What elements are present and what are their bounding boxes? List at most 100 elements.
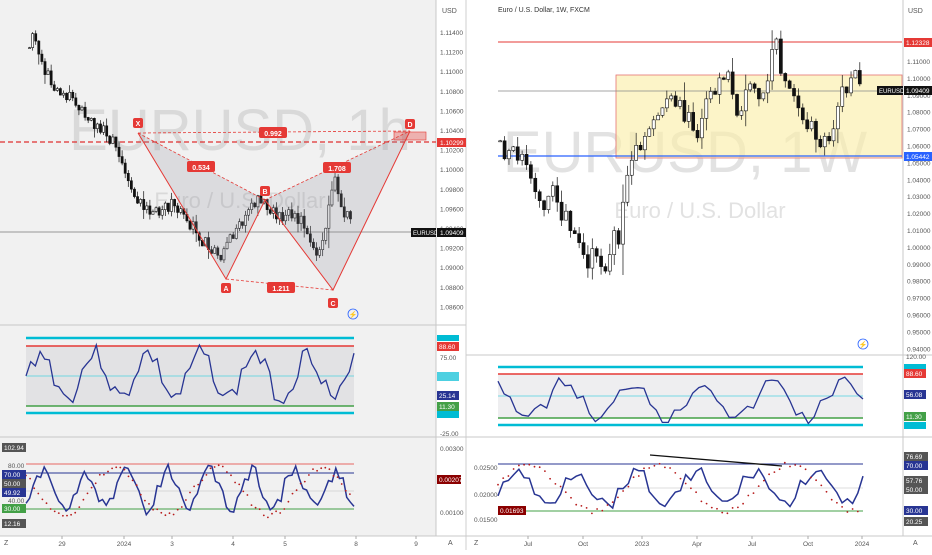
stoch-dot	[783, 461, 786, 464]
left-lightning-icon[interactable]	[347, 308, 359, 320]
stoch-dot	[344, 489, 347, 492]
time-tick: 9	[414, 541, 418, 548]
pattern-point-A[interactable]	[221, 283, 231, 293]
price-tick: 1.00000	[907, 245, 931, 252]
stoch-dot	[332, 475, 335, 477]
candle-body	[700, 118, 704, 139]
left-symbol-tag-bg	[411, 228, 436, 237]
candle-body	[787, 80, 792, 89]
stoch-dot	[291, 492, 294, 495]
price-tick: 1.10200	[440, 148, 464, 155]
stoch-tag-text: 70.00	[906, 463, 923, 470]
divergence-line[interactable]	[649, 454, 783, 467]
stoch-tag-text: 12.16	[4, 521, 21, 528]
candle-body	[219, 254, 223, 261]
right-last-price: 1.09409	[906, 88, 930, 95]
stoch-dot	[74, 511, 77, 514]
candle-body	[108, 135, 112, 144]
candle-body	[241, 221, 244, 226]
stoch-dot	[176, 508, 179, 511]
price-tick: 1.06000	[907, 144, 931, 151]
stoch-tag	[904, 517, 928, 526]
candle-body	[148, 205, 152, 215]
stoch-dot	[123, 468, 126, 471]
candle-body	[748, 83, 753, 91]
candle-body	[160, 209, 164, 216]
pattern-point-label: X	[136, 121, 141, 128]
ratio-label: 0.992	[264, 131, 282, 138]
right-watermark-name: Euro / U.S. Dollar	[614, 198, 785, 223]
price-tick: 1.02000	[907, 211, 931, 218]
price-tick: 1.11000	[440, 69, 463, 76]
price-tick: 1.05000	[907, 160, 931, 167]
candle-body	[315, 247, 318, 256]
right-stoch-tick-20: 0.02000	[474, 492, 498, 499]
candle-body	[647, 128, 652, 137]
right-rsi-tick-120: 120.00	[906, 354, 926, 361]
right-lightning-icon[interactable]	[857, 338, 869, 350]
candle-body	[572, 230, 577, 234]
stoch-dot	[168, 512, 171, 515]
time-tick: 29	[58, 541, 66, 548]
right-stoch-tick-25: 0.02500	[474, 465, 498, 472]
stoch-dot	[591, 512, 593, 515]
price-tick: 1.10000	[907, 76, 931, 83]
pattern-point-C[interactable]	[328, 298, 338, 308]
right-corner-z[interactable]: Z	[474, 540, 479, 547]
candle-body	[52, 84, 56, 91]
candle-body	[80, 106, 84, 111]
stoch-tag-text: 57.76	[906, 478, 923, 485]
candle-body	[625, 174, 630, 203]
candle-body	[216, 247, 220, 256]
stoch-tag	[2, 470, 26, 479]
price-tick: 1.11400	[440, 30, 463, 37]
pattern-point-D[interactable]	[405, 119, 415, 129]
left-corner-a[interactable]: A	[448, 540, 453, 547]
stoch-dot	[295, 489, 298, 492]
pattern-point-B[interactable]	[260, 186, 270, 196]
stoch-dot	[197, 483, 200, 486]
stoch-dot	[287, 500, 290, 503]
candle-body	[550, 185, 555, 197]
time-tick: Oct	[578, 541, 588, 548]
stoch-dot	[518, 464, 520, 467]
candle-body	[722, 77, 726, 80]
stoch-dot	[53, 510, 56, 513]
candle-body	[599, 255, 603, 267]
stoch-dot	[507, 475, 510, 477]
candle-body	[154, 207, 158, 212]
price-tick: 1.07000	[907, 127, 931, 134]
candle-body	[83, 106, 87, 118]
stoch-tag-text: 49.92	[4, 490, 21, 497]
left-stoch-dots	[25, 464, 351, 519]
right-rsi-tag-11: 11.30	[906, 414, 922, 421]
candle-body	[253, 202, 257, 208]
candle-body	[157, 207, 161, 216]
candle-body	[643, 136, 647, 151]
left-stoch-tick-40: 40.00	[8, 498, 25, 505]
stoch-dot	[731, 507, 734, 509]
stoch-dot	[340, 483, 343, 485]
stoch-dot	[86, 492, 89, 495]
stoch-dot	[695, 491, 697, 494]
stoch-dot	[107, 470, 109, 473]
candle-body	[743, 89, 748, 112]
candle-body	[537, 191, 542, 202]
stoch-dot	[690, 487, 692, 490]
candle-body	[247, 209, 251, 216]
time-tick: Oct	[803, 541, 813, 548]
price-tick: 1.01000	[907, 228, 931, 235]
candle-body	[333, 176, 337, 191]
candle-body	[730, 71, 735, 95]
stoch-dot	[205, 474, 208, 476]
left-symbol-tag: EURUSD	[413, 231, 439, 237]
stoch-tag	[2, 479, 26, 488]
candle-body	[167, 202, 170, 212]
pattern-point-X[interactable]	[133, 118, 143, 128]
stoch-dot	[799, 465, 802, 468]
left-corner-z[interactable]: Z	[4, 540, 9, 547]
candle-body	[603, 266, 608, 272]
right-corner-a[interactable]: A	[913, 540, 918, 547]
ratio-badge	[187, 161, 215, 172]
